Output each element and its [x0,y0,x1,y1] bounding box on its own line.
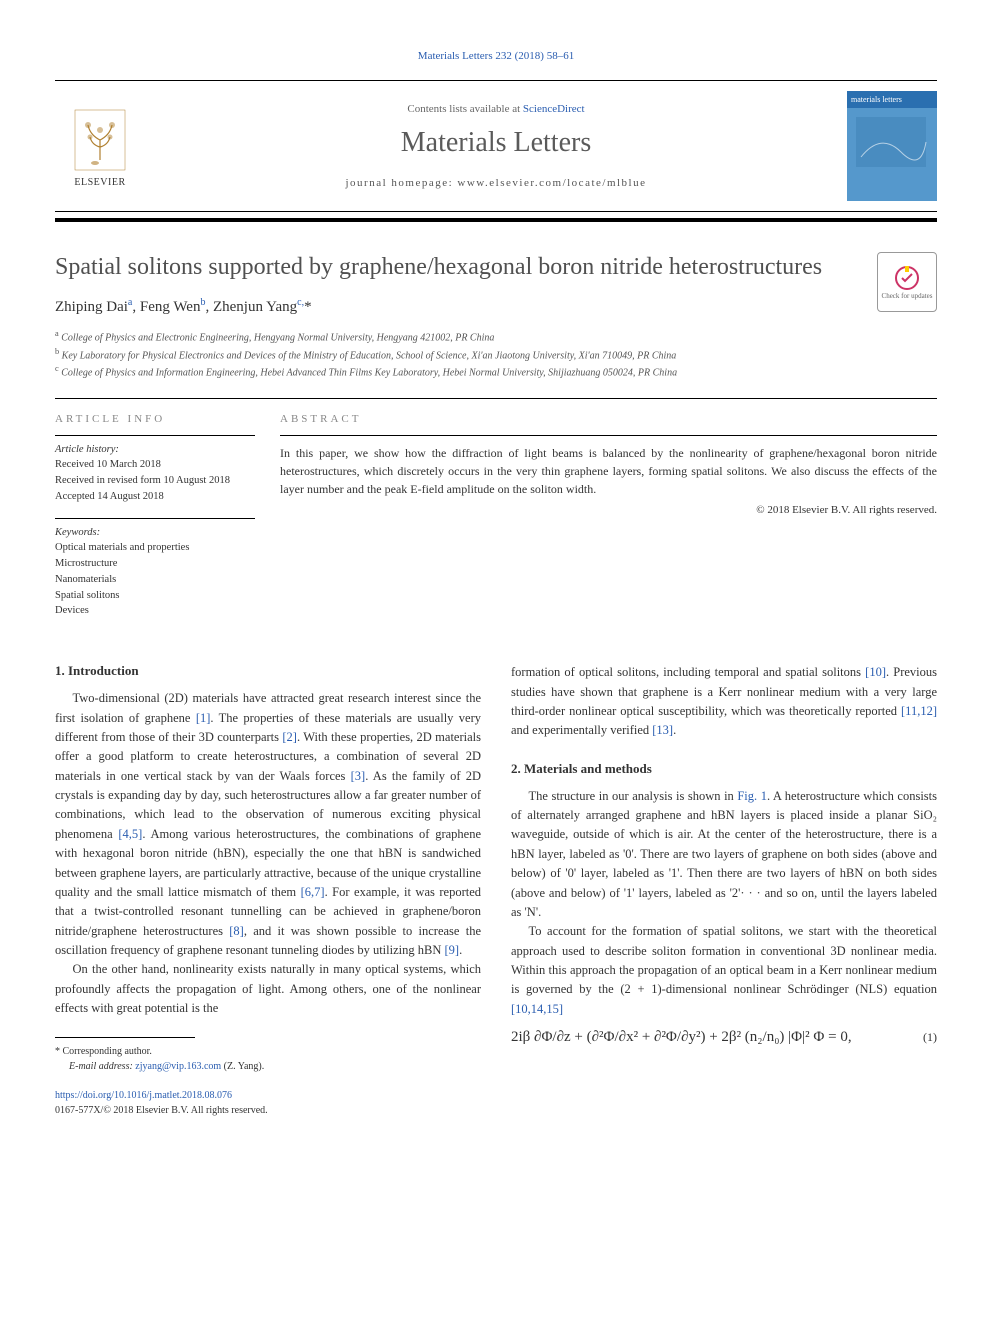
publisher-name: ELSEVIER [74,177,125,188]
affiliation-c: College of Physics and Information Engin… [61,367,677,378]
corr-author-label: * Corresponding author. [55,1044,481,1059]
running-citation: Materials Letters 232 (2018) 58–61 [55,50,937,62]
equation-body: 2iβ ∂Φ/∂z + (∂²Φ/∂x² + ∂²Φ/∂y²) + 2β² (n… [511,1029,923,1046]
doi-link[interactable]: https://doi.org/10.1016/j.matlet.2018.08… [55,1090,232,1101]
author-2-affil: b [200,297,205,308]
email-suffix: (Z. Yang). [221,1061,264,1072]
crossmark-icon [893,264,921,292]
journal-header-bar: ELSEVIER Contents lists available at Sci… [55,80,937,212]
issn-copyright: 0167-577X/© 2018 Elsevier B.V. All right… [55,1103,481,1118]
ref-1[interactable]: [1] [196,711,211,725]
text-run: . A heterostructure which consists of al… [511,789,937,919]
homepage-url[interactable]: www.elsevier.com/locate/mlblue [457,177,646,189]
ref-10[interactable]: [10] [865,665,886,679]
text-run: and experimentally verified [511,723,652,737]
journal-title: Materials Letters [145,127,847,159]
header-rule [55,218,937,222]
intro-para-2: On the other hand, nonlinearity exists n… [55,960,481,1018]
ref-2[interactable]: [2] [282,730,297,744]
ref-13[interactable]: [13] [652,723,673,737]
ref-11-12[interactable]: [11,12] [901,704,937,718]
author-1-affil: a [128,297,132,308]
ref-8[interactable]: [8] [229,924,244,938]
keyword-2: Microstructure [55,556,255,572]
check-updates-label: Check for updates [882,292,933,300]
article-body: 1. Introduction Two-dimensional (2D) mat… [55,663,937,1117]
ref-10-14-15[interactable]: [10,14,15] [511,1002,563,1016]
equation-number: (1) [923,1030,937,1045]
history-label: Article history: [55,444,255,455]
email-label: E-mail address: [69,1061,135,1072]
text-run: . [459,943,462,957]
author-1: Zhiping Dai [55,299,128,315]
text-run: . [673,723,676,737]
text-run: The structure in our analysis is shown i… [529,789,738,803]
revised-date: Received in revised form 10 August 2018 [55,473,255,489]
ref-3[interactable]: [3] [351,769,366,783]
corresponding-footnote: * Corresponding author. E-mail address: … [55,1044,481,1074]
cover-graphic-icon [851,112,931,187]
methods-heading: 2. Materials and methods [511,761,937,777]
contents-available-line: Contents lists available at ScienceDirec… [145,103,847,115]
corr-email[interactable]: zjyang@vip.163.com [135,1061,221,1072]
intro-para-2-cont: formation of optical solitons, including… [511,663,937,741]
affiliations: a College of Physics and Electronic Engi… [55,328,857,380]
methods-para-1: The structure in our analysis is shown i… [511,787,937,923]
elsevier-tree-icon [70,105,130,175]
abstract-copyright: © 2018 Elsevier B.V. All rights reserved… [280,504,937,516]
footnote-rule [55,1037,195,1038]
author-3: Zhenjun Yang [213,299,297,315]
text-run: To account for the formation of spatial … [511,924,937,996]
keyword-3: Nanomaterials [55,572,255,588]
author-list: Zhiping Daia, Feng Wenb, Zhenjun Yangc,* [55,297,857,316]
equation-1: 2iβ ∂Φ/∂z + (∂²Φ/∂x² + ∂²Φ/∂y²) + 2β² (n… [511,1029,937,1046]
cover-label: materials letters [847,91,937,108]
affiliation-b: Key Laboratory for Physical Electronics … [62,350,677,361]
homepage-prefix: journal homepage: [346,177,458,189]
article-info-heading: ARTICLE INFO [55,413,255,425]
keywords-label: Keywords: [55,527,255,538]
intro-heading: 1. Introduction [55,663,481,679]
keyword-5: Devices [55,603,255,619]
ref-9[interactable]: [9] [445,943,460,957]
text-run: formation of optical solitons, including… [511,665,865,679]
intro-para-1: Two-dimensional (2D) materials have attr… [55,689,481,960]
journal-cover-thumbnail: materials letters [847,91,937,201]
keyword-4: Spatial solitons [55,588,255,604]
accepted-date: Accepted 14 August 2018 [55,489,255,505]
article-title: Spatial solitons supported by graphene/h… [55,252,857,283]
affiliation-a: College of Physics and Electronic Engine… [61,333,494,344]
keyword-1: Optical materials and properties [55,540,255,556]
contents-prefix: Contents lists available at [407,103,522,115]
text-run: On the other hand, nonlinearity exists n… [55,962,481,1015]
author-2: Feng Wen [140,299,201,315]
fig-1-ref[interactable]: Fig. 1 [737,789,767,803]
methods-para-2: To account for the formation of spatial … [511,922,937,1019]
abstract-heading: ABSTRACT [280,413,937,425]
sciencedirect-link[interactable]: ScienceDirect [523,103,585,115]
publisher-logo: ELSEVIER [55,105,145,188]
ref-6-7[interactable]: [6,7] [301,885,325,899]
abstract-text: In this paper, we show how the diffracti… [280,444,937,498]
journal-homepage: journal homepage: www.elsevier.com/locat… [145,177,847,189]
corresponding-mark: * [304,299,312,315]
ref-4-5[interactable]: [4,5] [118,827,142,841]
received-date: Received 10 March 2018 [55,457,255,473]
check-updates-badge[interactable]: Check for updates [877,252,937,312]
